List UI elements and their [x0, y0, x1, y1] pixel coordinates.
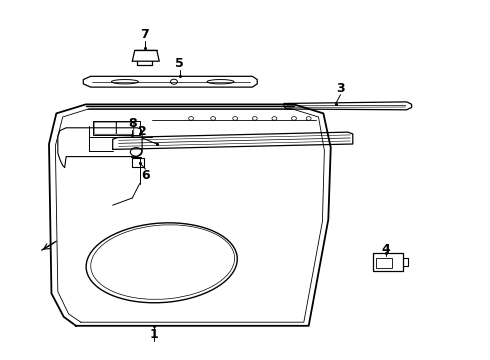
Text: 3: 3	[336, 82, 345, 95]
Text: 8: 8	[128, 117, 137, 130]
Text: 4: 4	[381, 243, 390, 256]
Text: 1: 1	[150, 328, 159, 341]
Text: 7: 7	[140, 28, 149, 41]
Text: 6: 6	[141, 169, 150, 182]
Text: 2: 2	[138, 125, 147, 138]
Text: 5: 5	[175, 57, 184, 70]
